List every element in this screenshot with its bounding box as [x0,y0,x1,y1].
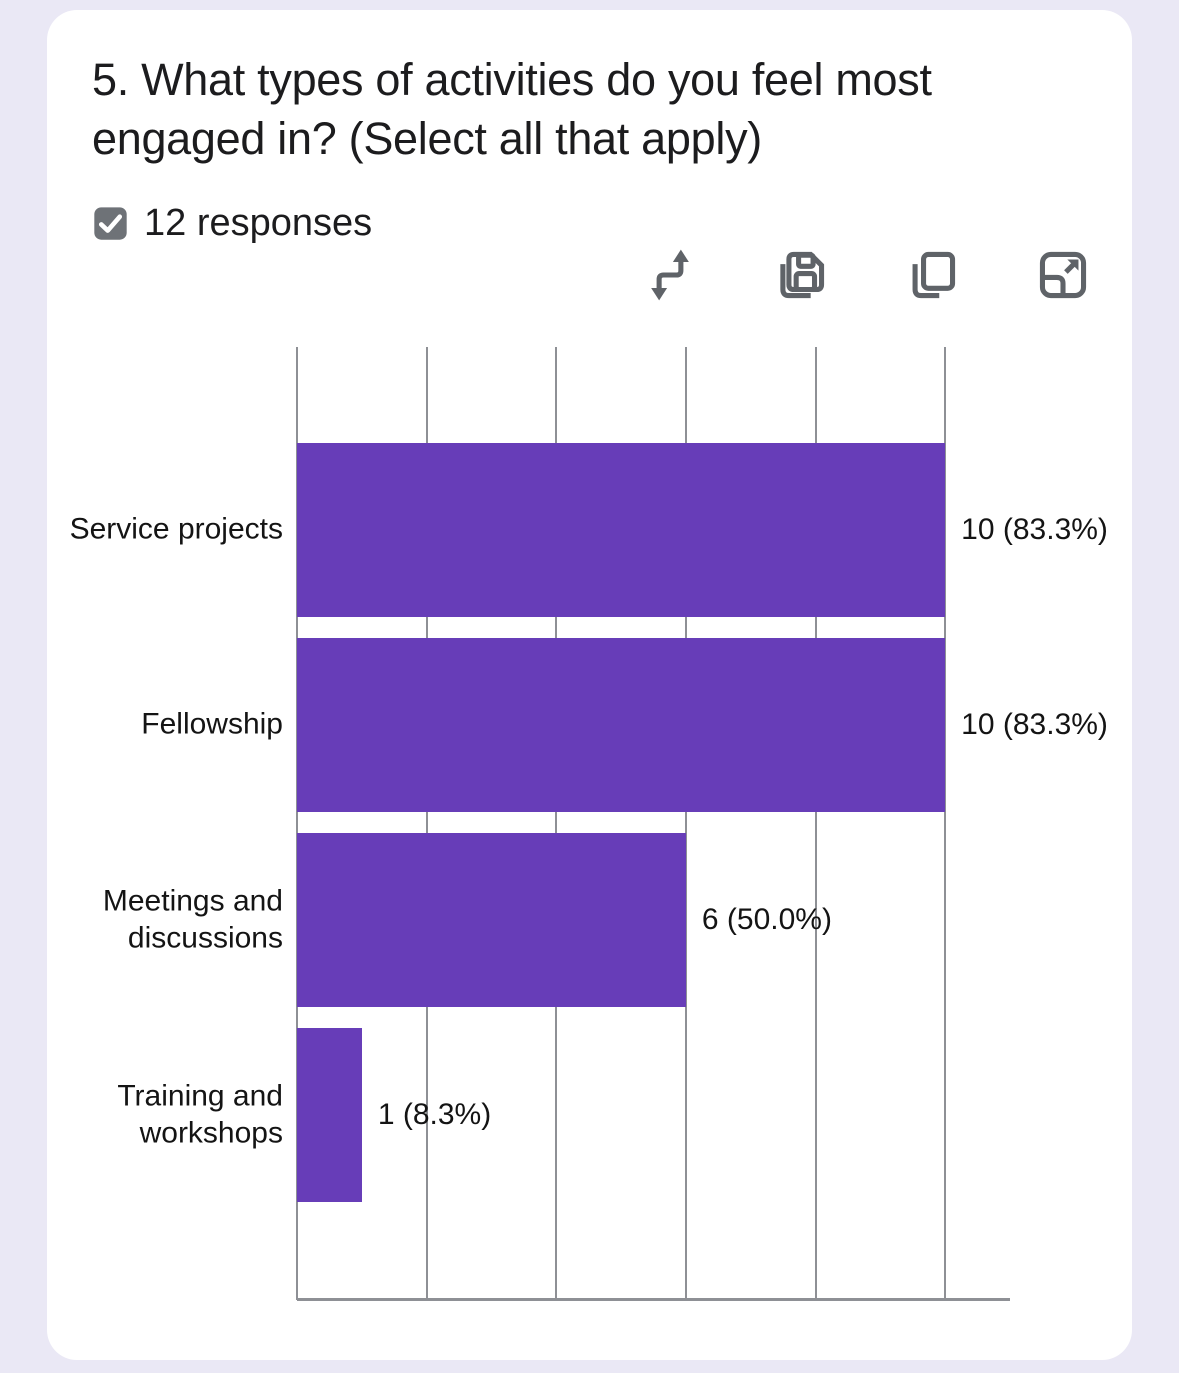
gridline [684,347,687,1300]
category-label: Service projects [69,512,283,546]
question-result-card: 5. What types of activities do you feel … [47,10,1132,1360]
open-expand-icon [1034,246,1092,304]
gridline [814,347,817,1300]
chart-toolbar [641,246,1092,304]
question-title: 5. What types of activities do you feel … [92,54,932,165]
bar [297,833,686,1007]
bar-value-label: 1 (8.3%) [377,1098,492,1131]
category-label: Training and workshops [117,1079,283,1149]
bar-value-label: 10 (83.3%) [961,708,1108,741]
bar [297,1028,362,1202]
plot-area: 10 (83.3%) 10 (83.3%) 6 (50.0%) 1 (8.3%) [296,347,1108,1301]
category-axis: Service projects Fellowship Meetings and d… [47,347,283,1300]
copy-chart-button[interactable] [903,246,961,304]
bar-value-label: 6 (50.0%) [701,903,832,936]
save-icon [772,246,830,304]
checkbox-checked-icon [92,205,129,242]
bar [297,443,946,617]
gridline [425,347,428,1300]
expand-chart-button[interactable] [1034,246,1092,304]
bar [297,638,946,812]
copy-icon [903,246,961,304]
gridline [555,347,558,1300]
save-chart-button[interactable] [772,246,830,304]
responses-row: 12 responses [92,202,372,245]
swap-vertical-arrows-icon [641,246,699,304]
bar-value-label: 10 (83.3%) [961,513,1108,546]
swap-chart-direction-button[interactable] [641,246,699,304]
category-label: Meetings and discussions [102,884,283,954]
responses-count: 12 responses [144,202,373,244]
gridline [296,347,298,1300]
gridline [944,347,947,1300]
x-axis-line [297,1298,1010,1301]
category-label: Fellowship [141,707,283,741]
